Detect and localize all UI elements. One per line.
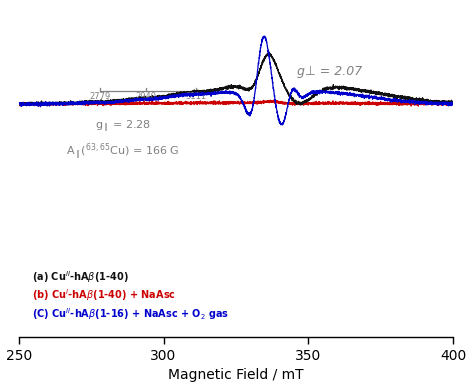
Text: 3111: 3111: [185, 92, 206, 101]
Text: 2940: 2940: [135, 92, 157, 101]
Text: 2779: 2779: [89, 92, 110, 101]
Text: g$_\parallel$ = 2.28
A$_\parallel$($^{63,65}$Cu) = 166 G: g$_\parallel$ = 2.28 A$_\parallel$($^{63…: [66, 118, 180, 162]
Legend: (a) Cu$^{II}$-hA$\beta$(1-40), (b) Cu$^{I}$-hA$\beta$(1-40) + NaAsc, (C) Cu$^{II: (a) Cu$^{II}$-hA$\beta$(1-40), (b) Cu$^{…: [28, 265, 233, 326]
Text: g⊥ = 2.07: g⊥ = 2.07: [297, 65, 362, 78]
X-axis label: Magnetic Field / mT: Magnetic Field / mT: [168, 369, 304, 383]
